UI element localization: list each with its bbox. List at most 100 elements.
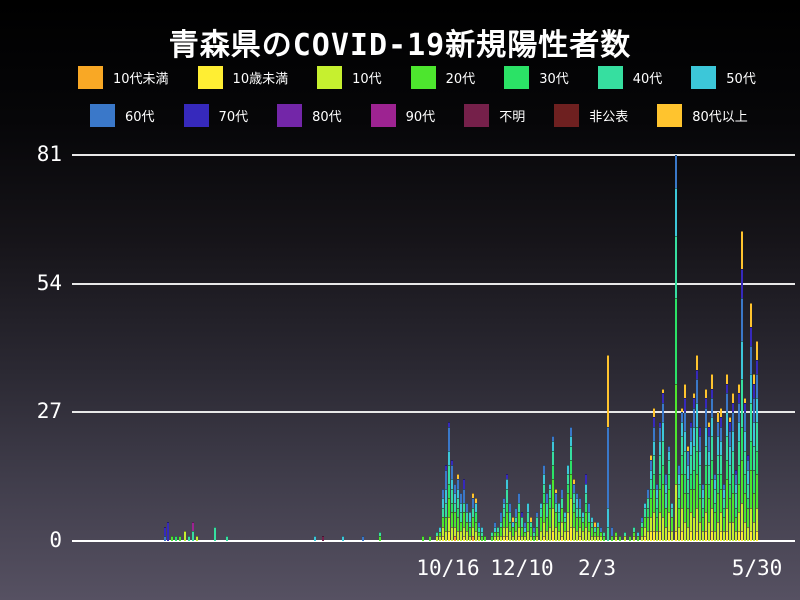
bar-segment	[714, 502, 716, 513]
bar-segment	[445, 531, 447, 541]
stacked-bar	[518, 493, 520, 541]
stacked-bar	[466, 502, 468, 541]
bar-segment	[750, 402, 752, 441]
bar-segment	[662, 517, 664, 541]
stacked-bar	[472, 493, 474, 541]
bar-segment	[687, 507, 689, 527]
bar-segment	[750, 345, 752, 375]
bar-segment	[662, 440, 664, 465]
bar-segment	[475, 498, 477, 503]
bar-segment	[690, 441, 692, 456]
bar-segment	[558, 521, 560, 532]
bar-segment	[705, 398, 707, 408]
bar-segment	[540, 517, 542, 532]
bar-segment	[726, 436, 728, 461]
x-axis-baseline	[72, 540, 795, 542]
bar-segment	[644, 502, 646, 508]
bar-segment	[756, 374, 758, 399]
stacked-bar	[656, 483, 658, 541]
bar-segment	[738, 512, 740, 532]
bar-segment	[546, 517, 548, 532]
stacked-bar	[668, 445, 670, 541]
bar-segment	[179, 536, 181, 541]
bar-segment	[500, 521, 502, 527]
bar-segment	[687, 479, 689, 494]
bar-segment	[696, 355, 698, 370]
bar-segment	[732, 402, 734, 413]
bar-segment	[699, 450, 701, 465]
stacked-bar	[469, 512, 471, 541]
bar-segment	[567, 483, 569, 494]
bar-segment	[659, 474, 661, 489]
bar-segment	[167, 521, 169, 541]
stacked-bar	[192, 521, 194, 541]
bar-segment	[448, 498, 450, 518]
bar-segment	[756, 360, 758, 375]
stacked-bar	[558, 502, 560, 541]
bar-segment	[591, 536, 593, 541]
bar-segment	[705, 445, 707, 465]
stacked-bar	[515, 507, 517, 541]
bar-segment	[552, 464, 554, 480]
bar-segment	[653, 417, 655, 427]
bar-segment	[729, 417, 731, 422]
bar-segment	[500, 512, 502, 522]
bar-segment	[561, 488, 563, 499]
bar-segment	[543, 474, 545, 484]
bar-segment	[573, 493, 575, 503]
bar-segment	[549, 483, 551, 489]
bar-segment	[726, 460, 728, 480]
bar-segment	[524, 536, 526, 541]
bar-segment	[558, 531, 560, 541]
bar-segment	[439, 531, 441, 537]
bar-segment	[678, 474, 680, 484]
bar-segment	[711, 398, 713, 418]
bar-segment	[662, 402, 664, 422]
stacked-bar	[188, 536, 190, 541]
bar-segment	[521, 517, 523, 527]
bar-segment	[720, 488, 722, 513]
bar-segment	[533, 536, 535, 541]
bar-segment	[732, 431, 734, 451]
bar-segment	[527, 531, 529, 541]
stacked-bar	[708, 421, 710, 541]
bar-segment	[463, 512, 465, 527]
bar-segment	[588, 531, 590, 541]
bar-segment	[741, 531, 743, 541]
bar-segment	[536, 536, 538, 541]
bar-segment	[454, 493, 456, 503]
bar-segment	[741, 460, 743, 503]
bar-segment	[494, 531, 496, 537]
bar-segment	[702, 517, 704, 532]
bar-segment	[558, 502, 560, 513]
bar-segment	[454, 512, 456, 527]
stacked-bar	[322, 536, 324, 541]
bar-segment	[494, 522, 496, 527]
bar-segment	[653, 441, 655, 456]
bar-segment	[738, 441, 740, 465]
bar-segment	[582, 517, 584, 522]
stacked-bar	[600, 526, 602, 541]
bar-segment	[735, 507, 737, 518]
bar-segment	[226, 536, 228, 541]
bar-segment	[530, 517, 532, 522]
stacked-bar	[607, 355, 609, 541]
bar-segment	[582, 521, 584, 532]
bar-segment	[699, 464, 701, 484]
bar-segment	[705, 426, 707, 446]
bar-segment	[555, 493, 557, 503]
bar-segment	[512, 521, 514, 527]
bar-segment	[164, 526, 166, 537]
bar-segment	[656, 498, 658, 508]
y-tick-label: 27	[36, 399, 62, 424]
bar-segment	[454, 502, 456, 513]
bar-segment	[641, 536, 643, 541]
stacked-bar	[171, 536, 173, 541]
bar-segment	[600, 531, 602, 537]
bar-segment	[711, 507, 713, 532]
bar-segment	[741, 502, 743, 532]
bar-segment	[184, 531, 186, 541]
bar-segment	[481, 526, 483, 532]
bar-segment	[693, 445, 695, 470]
bar-segment	[714, 479, 716, 489]
